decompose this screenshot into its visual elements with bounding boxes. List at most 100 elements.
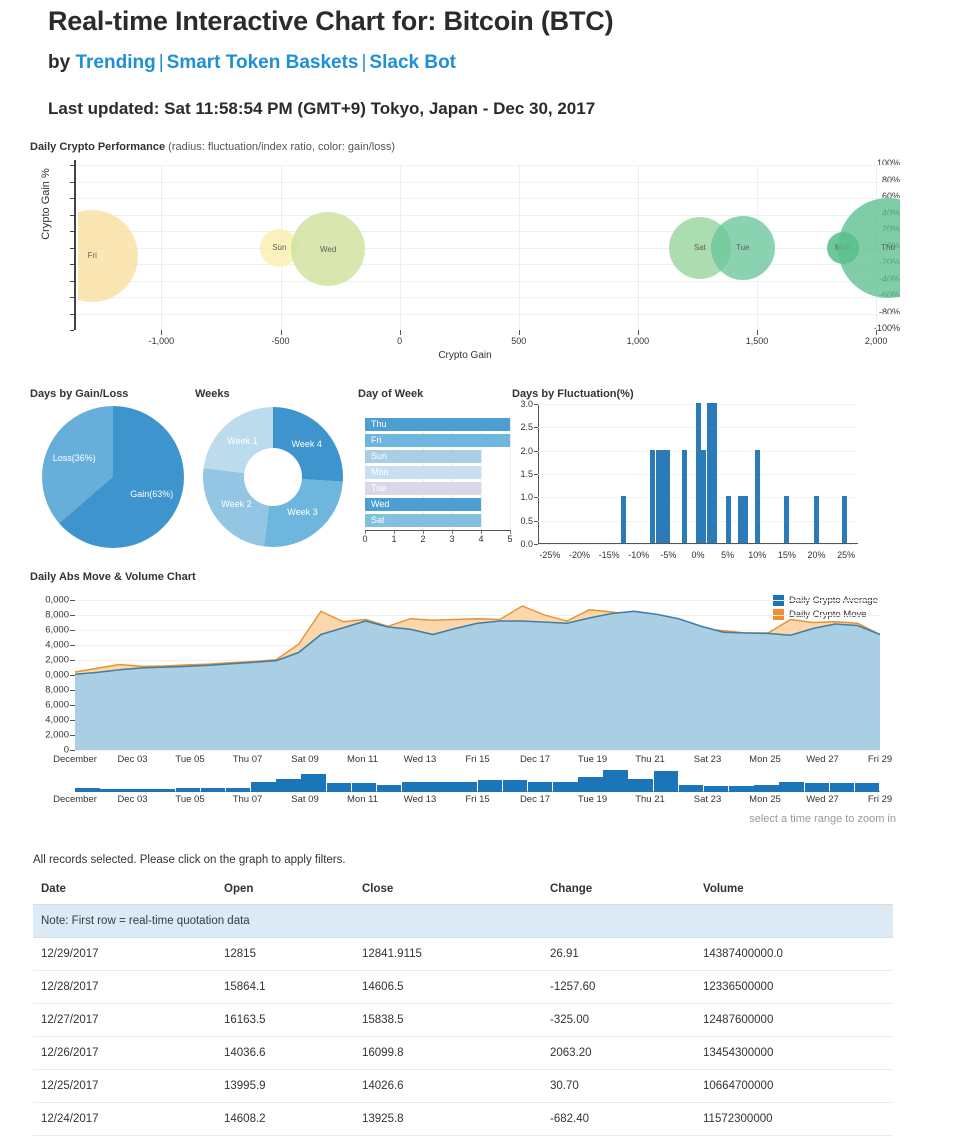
table-row[interactable]: 12/25/2017 13995.9 14026.6 30.70 10664700000 bbox=[33, 1069, 893, 1103]
navigator-bar[interactable] bbox=[150, 789, 176, 792]
dow-bar-fri[interactable] bbox=[365, 434, 510, 447]
navigator-bar[interactable] bbox=[603, 770, 628, 792]
navigator-bar[interactable] bbox=[452, 781, 477, 792]
dow-bar-sat[interactable] bbox=[365, 514, 481, 527]
dow-bar-sun[interactable] bbox=[365, 450, 481, 463]
navigator-bar[interactable] bbox=[628, 778, 653, 792]
navigator-bar[interactable] bbox=[301, 774, 326, 792]
cell-volume: 12336500000 bbox=[695, 970, 893, 1004]
hist-bar[interactable] bbox=[737, 496, 743, 543]
cell-volume: 10664700000 bbox=[695, 1069, 893, 1103]
bubble-y-axis bbox=[74, 160, 76, 330]
area-y-label: 0,000 bbox=[45, 669, 69, 681]
navigator-bar[interactable] bbox=[678, 784, 704, 792]
navigator-bar[interactable] bbox=[729, 786, 754, 792]
dow-bar-thu[interactable] bbox=[365, 418, 510, 431]
navigator-bar[interactable] bbox=[653, 771, 679, 792]
hist-y-tick bbox=[534, 474, 538, 475]
hist-bar[interactable] bbox=[742, 496, 748, 543]
navigator-bar[interactable] bbox=[703, 786, 729, 792]
navigator-bar[interactable] bbox=[829, 783, 855, 792]
dow-axis-tick bbox=[394, 530, 395, 534]
navigator-x-label: Thu 21 bbox=[635, 794, 665, 805]
navigator-bar[interactable] bbox=[75, 787, 100, 792]
bubble-y-label: 100% bbox=[876, 158, 900, 168]
navigator-bar[interactable] bbox=[175, 787, 201, 792]
pie-slices[interactable] bbox=[42, 406, 184, 548]
navigator-bar[interactable] bbox=[351, 783, 377, 792]
navigator-bar[interactable] bbox=[251, 781, 276, 792]
navigator-bar[interactable] bbox=[754, 784, 779, 792]
dow-bar-wed[interactable] bbox=[365, 498, 481, 511]
column-header-volume[interactable]: Volume bbox=[695, 875, 893, 905]
hist-bar[interactable] bbox=[660, 449, 666, 543]
table-row[interactable]: 12/28/2017 15864.1 14606.5 -1257.60 12336500… bbox=[33, 970, 893, 1004]
pie-slice-label: Gain(63%) bbox=[130, 488, 174, 499]
hist-bar[interactable] bbox=[842, 496, 848, 543]
navigator-bar[interactable] bbox=[427, 781, 452, 792]
link-slack-bot[interactable]: Slack Bot bbox=[369, 52, 457, 73]
area-y-tick bbox=[70, 600, 75, 601]
days-by-fluctuation-histogram[interactable]: 0.0 0.5 1.0 1.5 2.0 2.5 3.0 -25% -20% -15% -10% -5%… bbox=[520, 399, 858, 560]
navigator-bar[interactable] bbox=[779, 781, 804, 792]
column-header-date[interactable]: Date bbox=[33, 875, 216, 905]
dow-bar-mon[interactable] bbox=[365, 466, 481, 479]
bubble-plot-area[interactable]: FriSunWedSatTueMonThu bbox=[78, 165, 900, 330]
navigator-bar[interactable] bbox=[276, 778, 301, 792]
hist-bar[interactable] bbox=[655, 449, 661, 543]
bubble-chart[interactable]: Crypto Gain % 100%80%60%40%20%0%-20%-40%… bbox=[30, 158, 900, 365]
hist-bar[interactable] bbox=[814, 496, 820, 543]
navigator-bar[interactable] bbox=[326, 783, 352, 792]
navigator-bar[interactable] bbox=[125, 789, 150, 792]
hist-bar[interactable] bbox=[665, 449, 671, 543]
navigator-bar[interactable] bbox=[854, 783, 880, 792]
navigator-bar[interactable] bbox=[804, 783, 830, 792]
hist-bar[interactable] bbox=[754, 449, 760, 543]
navigator-bar[interactable] bbox=[100, 789, 125, 792]
navigator-bar[interactable] bbox=[477, 780, 503, 792]
area-chart-svg[interactable] bbox=[75, 600, 880, 750]
cell-close: 14026.6 bbox=[354, 1069, 542, 1103]
navigator-x-label: Tue 05 bbox=[175, 794, 205, 805]
navigator-bar[interactable] bbox=[578, 777, 603, 792]
bubble-point-wed[interactable]: Wed bbox=[291, 212, 366, 287]
bubble-point-tue[interactable]: Tue bbox=[710, 215, 775, 280]
dow-bar-label: Fri bbox=[371, 435, 382, 445]
link-smart-token-baskets[interactable]: Smart Token Baskets bbox=[166, 52, 359, 73]
column-header-change[interactable]: Change bbox=[542, 875, 695, 905]
navigator-bar[interactable] bbox=[376, 784, 402, 792]
area-x-label: Wed 13 bbox=[403, 754, 437, 765]
hist-bar[interactable] bbox=[711, 403, 717, 543]
hist-bar[interactable] bbox=[725, 496, 731, 543]
table-row[interactable]: 12/24/2017 14608.2 13925.8 -682.40 115723000… bbox=[33, 1102, 893, 1136]
bubble-chart-title: Daily Crypto Performance (radius: fluctu… bbox=[30, 141, 395, 153]
hist-bar[interactable] bbox=[696, 403, 702, 543]
link-trending[interactable]: Trending bbox=[75, 52, 156, 73]
column-header-open[interactable]: Open bbox=[216, 875, 354, 905]
navigator-bar[interactable] bbox=[402, 781, 427, 792]
bubble-x-label: 2,000 bbox=[864, 336, 888, 346]
navigator-bar[interactable] bbox=[552, 781, 578, 792]
dow-bar-tue[interactable] bbox=[365, 482, 481, 495]
hist-bar[interactable] bbox=[701, 449, 707, 543]
navigator-bar[interactable] bbox=[200, 787, 226, 792]
hist-bar[interactable] bbox=[784, 496, 790, 543]
hist-bar[interactable] bbox=[650, 449, 656, 543]
column-header-close[interactable]: Close bbox=[354, 875, 542, 905]
table-row[interactable]: 12/29/2017 12815 12841.9115 26.91 1438740000… bbox=[33, 937, 893, 971]
area-y-tick bbox=[70, 615, 75, 616]
daily-abs-move-volume-chart[interactable]: Daily Crypto Average Daily Crypto Move 0… bbox=[45, 595, 892, 766]
hist-bar[interactable] bbox=[706, 403, 712, 543]
volume-navigator[interactable]: December Dec 03 Tue 05 Thu 07 Sat 09 Mon 11 We… bbox=[53, 770, 892, 805]
table-row[interactable]: 12/26/2017 14036.6 16099.8 2063.20 134543000… bbox=[33, 1036, 893, 1070]
navigator-bar[interactable] bbox=[225, 787, 251, 792]
table-row[interactable]: 12/27/2017 16163.5 15838.5 -325.00 124876000… bbox=[33, 1003, 893, 1037]
bubble-y-tick bbox=[70, 264, 74, 265]
navigator-bar[interactable] bbox=[502, 780, 528, 792]
weeks-donut[interactable]: Week 4 Week 3 Week 2 Week 1 bbox=[203, 406, 343, 548]
day-of-week-bars[interactable]: Thu Fri Sun Mon Tue Wed Sat bbox=[365, 418, 511, 530]
days-by-gain-loss-pie[interactable]: Gain(63%) Loss(36%) bbox=[38, 406, 188, 548]
navigator-bar[interactable] bbox=[527, 781, 553, 792]
hist-bar[interactable] bbox=[620, 496, 626, 543]
hist-bar[interactable] bbox=[681, 449, 687, 543]
